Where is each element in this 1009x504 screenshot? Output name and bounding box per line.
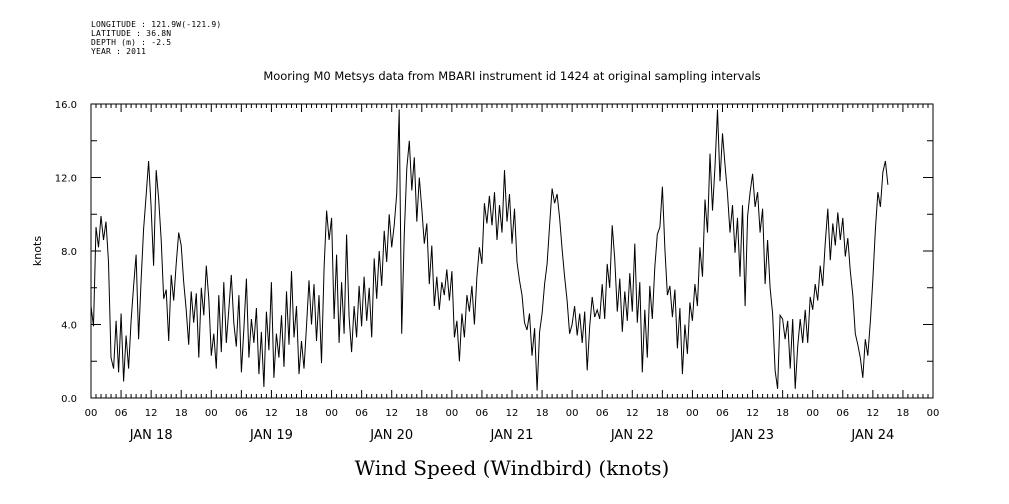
wind-speed-line [90,109,889,391]
x-axis-title: Wind Speed (Windbird) (knots) [355,456,670,480]
x-tick-label: 12 [265,408,278,419]
x-tick-label: 12 [626,408,639,419]
x-tick-label: 06 [235,408,248,419]
day-label: JAN 18 [129,428,173,443]
x-tick-label: 12 [746,408,759,419]
x-tick-label: 06 [716,408,729,419]
x-tick-label: 18 [415,408,428,419]
latitude-text: LATITUDE : 36.8N [91,29,172,38]
x-tick-label: 06 [476,408,489,419]
x-tick-label: 12 [866,408,879,419]
y-tick-label: 0.0 [61,394,77,405]
y-tick-label: 16.0 [55,100,77,111]
depth-text: DEPTH (m) : -2.5 [91,38,172,47]
chart-title: Mooring M0 Metsys data from MBARI instru… [263,69,760,83]
y-tick-label: 4.0 [61,321,77,332]
y-tick-label: 8.0 [61,247,77,258]
x-tick-label: 18 [175,408,188,419]
x-tick-label: 00 [325,408,338,419]
day-label: JAN 24 [850,428,894,443]
x-tick-label: 18 [776,408,789,419]
x-tick-label: 12 [506,408,519,419]
x-tick-label: 12 [145,408,158,419]
x-tick-label: 00 [806,408,819,419]
location-metadata: LONGITUDE : 121.9W(-121.9) LATITUDE : 36… [91,20,221,56]
x-tick-label: 06 [355,408,368,419]
day-label: JAN 21 [490,428,534,443]
x-tick-label: 00 [927,408,940,419]
x-tick-label: 00 [205,408,218,419]
y-axis-label: knots [31,236,44,266]
x-tick-label: 06 [596,408,609,419]
x-tick-label: 18 [295,408,308,419]
x-tick-label: 00 [445,408,458,419]
x-tick-label: 18 [536,408,549,419]
x-tick-label: 00 [566,408,579,419]
series-layer [90,109,889,391]
x-tick-label: 18 [656,408,669,419]
x-axis: 00 06 12 18 00 06 12 18 00 06 12 18 00 06 12 18 00 06 12 18… [85,104,940,443]
day-label: JAN 23 [730,428,774,443]
x-tick-label: 00 [686,408,699,419]
longitude-text: LONGITUDE : 121.9W(-121.9) [91,20,222,29]
y-tick-label: 12.0 [55,174,77,185]
day-label: JAN 22 [610,428,654,443]
y-axis: 0.0 4.0 8.0 12.0 16.0 [55,100,933,405]
year-text: YEAR : 2011 [91,47,147,56]
day-label: JAN 19 [249,428,293,443]
day-label: JAN 20 [369,428,413,443]
x-tick-label: 06 [115,408,128,419]
x-tick-label: 18 [897,408,910,419]
x-tick-label: 12 [385,408,398,419]
x-tick-label: 00 [85,408,98,419]
x-tick-label: 06 [836,408,849,419]
